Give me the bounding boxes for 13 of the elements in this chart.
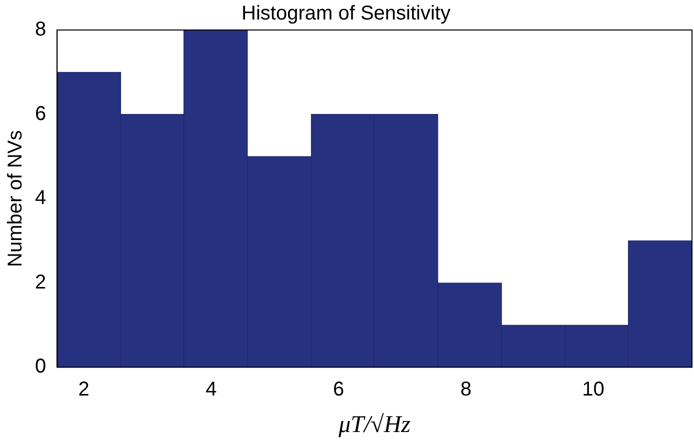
x-tick-label: 10 (582, 378, 604, 401)
chart-title: Histogram of Sensitivity (242, 2, 450, 25)
y-tick-label: 2 (35, 271, 46, 294)
y-tick-label: 4 (35, 187, 46, 210)
x-tick-label: 8 (460, 378, 472, 401)
x-tick-label: 4 (206, 378, 217, 401)
x-tick-label: 6 (333, 378, 344, 401)
y-tick-label: 0 (35, 356, 46, 378)
y-tick-label: 8 (35, 18, 46, 41)
y-tick-label: 6 (35, 102, 46, 125)
x-axis-title: μT/√Hz (338, 412, 412, 438)
y-axis-title: Number of NVs (4, 130, 27, 267)
x-tick-label: 2 (78, 378, 90, 401)
